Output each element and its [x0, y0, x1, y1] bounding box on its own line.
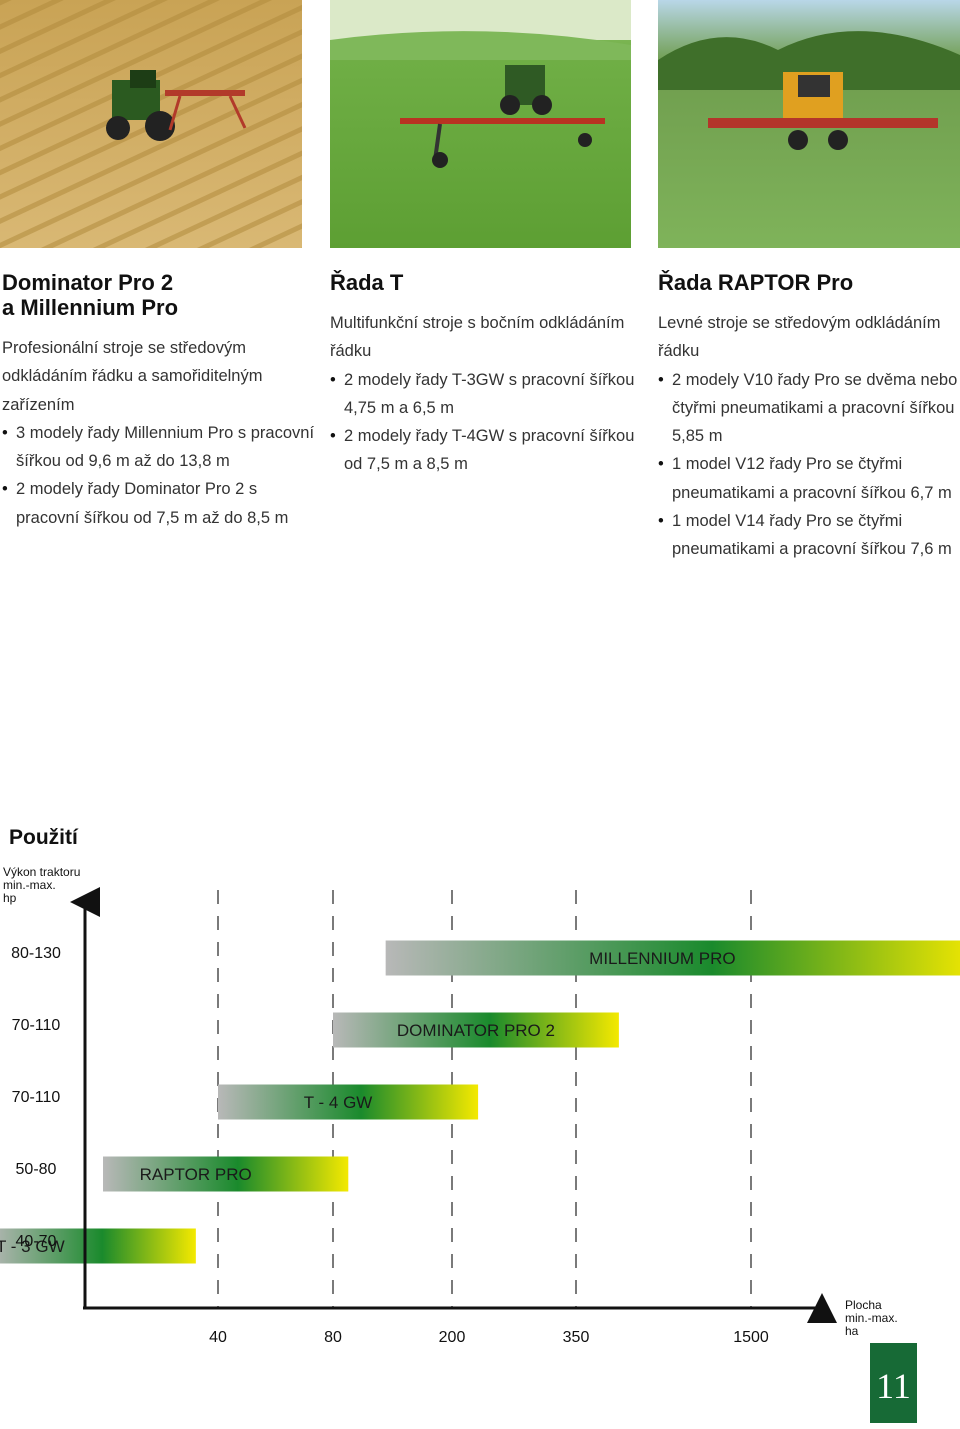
- column-title: Řada RAPTOR Pro: [658, 270, 854, 295]
- bar-label: T - 3 GW: [0, 1237, 65, 1256]
- bullet-list: 3 modely řady Millennium Pro s pracovní …: [2, 419, 317, 532]
- column-intro: Multifunkční stroje s bočním odkládáním …: [330, 314, 625, 361]
- column-title: Řada T: [330, 270, 404, 295]
- bullet-item: 2 modely řady Dominator Pro 2 s pracovní…: [2, 475, 317, 532]
- y-axis-label: Výkon traktoru: [3, 865, 80, 879]
- power-range-label: 40-70: [16, 1233, 57, 1250]
- bar-dominator-pro-2: [333, 1012, 619, 1048]
- column-title: Dominator Pro 2 a Millennium Pro: [2, 270, 317, 320]
- bullet-item: 2 modely řady T-3GW s pracovní šířkou 4,…: [330, 366, 640, 423]
- column-dominator-millennium: Dominator Pro 2 a Millennium Pro Profesi…: [2, 270, 317, 532]
- y-axis-label: min.-max.: [3, 878, 56, 892]
- bar-label: RAPTOR PRO: [140, 1165, 252, 1184]
- bullet-item: 1 model V12 řady Pro se čtyřmi pneumatik…: [658, 450, 960, 507]
- photo-dominator-field: [0, 0, 302, 248]
- bullet-item: 1 model V14 řady Pro se čtyřmi pneumatik…: [658, 507, 960, 564]
- column-intro: Levné stroje se středovým odkládáním řád…: [658, 314, 941, 361]
- bar-label: DOMINATOR PRO 2: [397, 1021, 555, 1040]
- photo-t-series-field: [330, 0, 631, 248]
- usage-chart: Výkon traktorumin.-max.hpPlochamin.-max.…: [0, 865, 960, 1346]
- page-number: 11: [870, 1343, 917, 1423]
- bar-label: MILLENNIUM PRO: [589, 949, 735, 968]
- y-axis-label: hp: [3, 891, 17, 905]
- column-t-series: Řada T Multifunkční stroje s bočním odkl…: [330, 270, 640, 479]
- power-range-label: 50-80: [16, 1161, 57, 1178]
- bullet-item: 3 modely řady Millennium Pro s pracovní …: [2, 419, 317, 476]
- x-tick-label: 200: [439, 1329, 466, 1346]
- bar-t-3-gw: [0, 1228, 196, 1264]
- bar-label: T - 4 GW: [304, 1093, 373, 1112]
- x-tick-label: 350: [563, 1329, 590, 1346]
- bar-t-4-gw: [218, 1084, 479, 1120]
- bullet-list: 2 modely řady T-3GW s pracovní šířkou 4,…: [330, 366, 640, 479]
- power-range-label: 80-130: [11, 945, 61, 962]
- x-axis-label: ha: [845, 1324, 859, 1338]
- column-raptor-pro: Řada RAPTOR Pro Levné stroje se středový…: [658, 270, 960, 564]
- power-range-label: 70-110: [12, 1017, 61, 1034]
- bullet-item: 2 modely V10 řady Pro se dvěma nebo čtyř…: [658, 366, 960, 451]
- x-tick-label: 1500: [733, 1329, 769, 1346]
- bar-millennium-pro: [385, 940, 960, 976]
- bullet-item: 2 modely řady T-4GW s pracovní šířkou od…: [330, 422, 640, 479]
- x-tick-label: 80: [324, 1329, 342, 1346]
- bullet-list: 2 modely V10 řady Pro se dvěma nebo čtyř…: [658, 366, 960, 564]
- power-range-label: 70-110: [12, 1089, 61, 1106]
- usage-title: Použití: [9, 826, 78, 849]
- x-tick-label: 40: [209, 1329, 227, 1346]
- photo-raptor-field: [658, 0, 960, 248]
- bar-raptor-pro: [103, 1156, 349, 1192]
- x-axis-label: Plocha: [845, 1298, 882, 1312]
- title-line: a Millennium Pro: [2, 295, 179, 320]
- title-line: Dominator Pro 2: [2, 270, 174, 295]
- x-axis-label: min.-max.: [845, 1311, 898, 1325]
- column-intro: Profesionální stroje se středovým odklád…: [2, 339, 263, 414]
